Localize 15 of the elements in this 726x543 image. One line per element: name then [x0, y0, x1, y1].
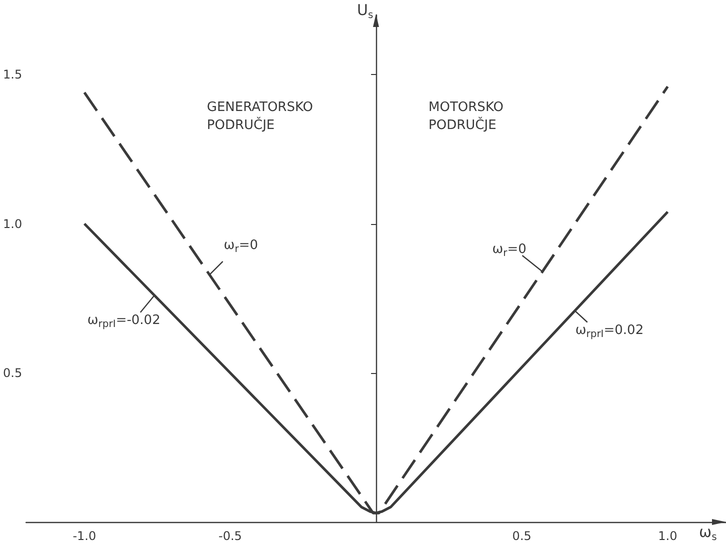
x-tick-label: -0.5 [218, 529, 242, 543]
x-axis-title: ω$_{s}$ [699, 523, 717, 543]
annotation: MOTORSKO PODRUČJE [428, 98, 504, 134]
annotation: ω$_{r}$=0 [224, 237, 258, 256]
annotation: ω$_{rprI}$=0.02 [575, 322, 644, 340]
y-tick-label: 1.0 [2, 216, 22, 231]
x-tick-label: 0.5 [512, 529, 532, 543]
y-tick-label: 1.5 [2, 68, 22, 82]
x-tick-label: -1.0 [72, 529, 96, 543]
annotation: GENERATORSKO PODRUČJE [206, 98, 314, 134]
annotation: ω$_{rprI}$=-0.02 [87, 312, 160, 330]
y-axis-title: U$_{s}$ [357, 1, 374, 21]
x-tick-label: 1.0 [658, 529, 678, 543]
y-tick-label: 0.5 [2, 366, 22, 380]
annotation: ω$_{r}$=0 [492, 241, 526, 260]
